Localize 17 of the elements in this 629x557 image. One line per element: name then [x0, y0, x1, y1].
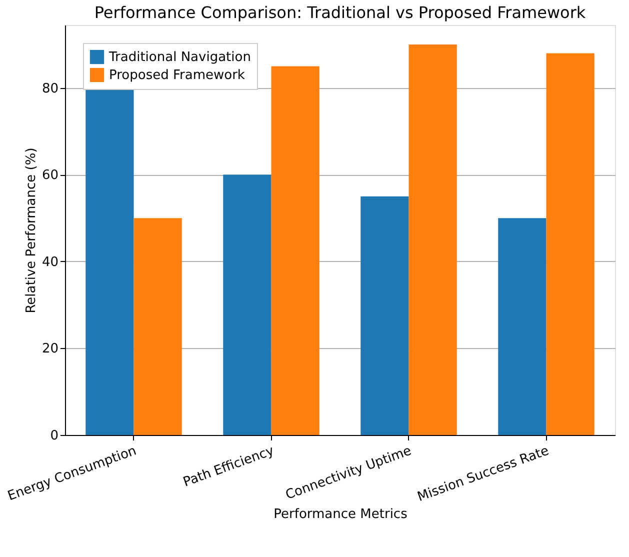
legend-label: Proposed Framework [109, 68, 246, 83]
chart-title: Performance Comparison: Traditional vs Proposed Framework [94, 3, 586, 22]
bar [134, 218, 182, 435]
y-tick-label: 40 [42, 254, 58, 270]
bar [498, 218, 546, 435]
bar [408, 44, 457, 435]
y-tick-label: 80 [42, 81, 58, 96]
bar [546, 53, 594, 435]
y-tick-label: 0 [50, 428, 58, 444]
bar [360, 196, 409, 435]
legend-label: Traditional Navigation [108, 50, 251, 65]
bar [223, 174, 272, 435]
bar [271, 66, 320, 435]
y-axis-title: Relative Performance (%) [24, 148, 39, 314]
y-tick-label: 60 [42, 168, 58, 184]
x-axis-title: Performance Metrics [274, 507, 408, 522]
y-tick-label: 20 [42, 342, 58, 357]
